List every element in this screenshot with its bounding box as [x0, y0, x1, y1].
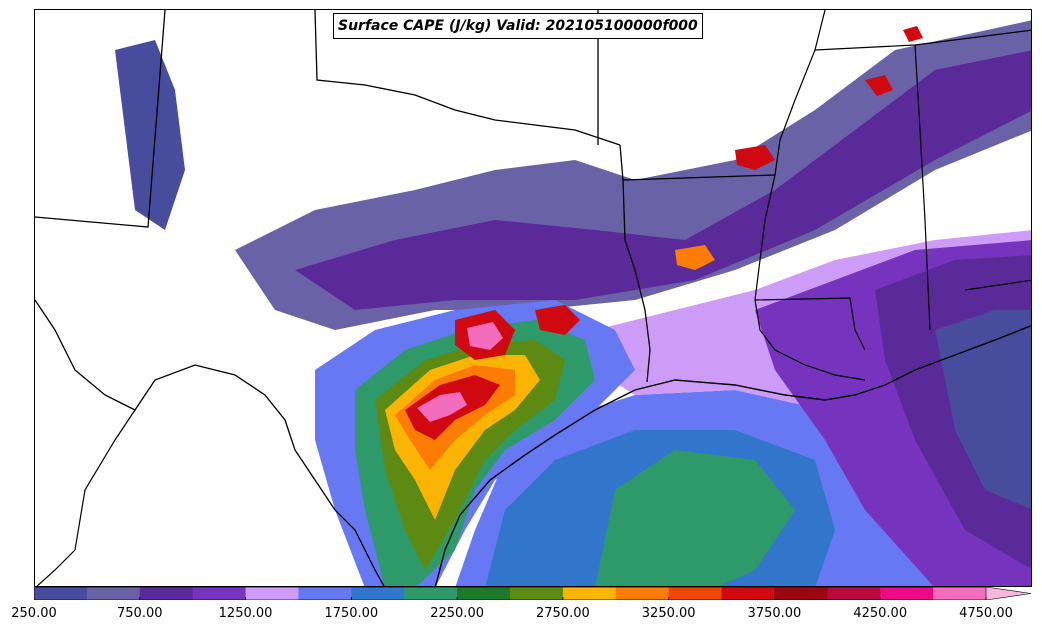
cape-region-tennessee-hotspot — [903, 26, 923, 42]
colorbar-segment — [615, 587, 670, 600]
colorbar-tick-label: 750.00 — [117, 606, 163, 621]
colorbar-tick-label: 250.00 — [11, 606, 57, 621]
colorbar-extend-arrow — [985, 587, 1032, 600]
cape-region-mississippi-hotspot — [735, 145, 775, 170]
louisiana-mississippi-line — [754, 297, 866, 351]
colorbar-segment — [34, 587, 88, 600]
colorbar-tick-label: 1750.00 — [324, 606, 379, 621]
colorbar-tick-label: 4750.00 — [959, 606, 1013, 621]
boundaries-layer — [35, 10, 1031, 586]
texas-oklahoma-border — [314, 10, 621, 146]
colorbar-segment — [510, 587, 564, 600]
colorbar-segment — [192, 587, 247, 600]
cape-region-houston-hotspot — [535, 305, 580, 335]
colorbar-tick-label: 2250.00 — [430, 606, 484, 621]
tennessee-border — [814, 29, 1031, 51]
cape-region-northwest-streak — [115, 40, 185, 230]
colorbar-segment — [668, 587, 723, 600]
alabama-georgia-border — [964, 279, 1031, 291]
mexico-state-line — [36, 409, 136, 586]
colorbar-segment — [351, 587, 405, 600]
colorbar-segment — [457, 587, 511, 600]
colorbar-segment — [562, 587, 617, 600]
gulf-coastline — [434, 325, 1031, 586]
colorbar-segment — [721, 587, 775, 600]
cape-region-austin-pink — [467, 322, 503, 350]
mississippi-river — [754, 10, 866, 381]
colorbar-segment — [933, 587, 987, 600]
colorbar-segment — [245, 587, 299, 600]
colorbar — [34, 587, 1032, 600]
colorbar-tick-label: 3250.00 — [641, 606, 696, 621]
cape-region-east-slate — [935, 310, 1031, 510]
colorbar-segment — [404, 587, 458, 600]
cape-region-north-band-purple — [295, 50, 1031, 310]
cape-region-alabama-hotspot — [865, 75, 893, 96]
colorbar-segment — [827, 587, 881, 600]
colorbar-segment — [86, 587, 141, 600]
colorbar-tick-label: 2750.00 — [535, 606, 590, 621]
colorbar-segment — [880, 587, 934, 600]
colorbar-segment — [298, 587, 352, 600]
cape-region-shreveport-hotspot — [675, 245, 715, 270]
map-title: Surface CAPE (J/kg) Valid: 202105100000f… — [333, 13, 703, 39]
new-mexico-border — [35, 10, 166, 228]
mississippi-alabama-border — [914, 44, 931, 331]
cape-region-texas-pink — [417, 392, 467, 422]
colorbar-tick-label: 1250.00 — [218, 606, 273, 621]
rio-grande-border — [35, 299, 385, 586]
colorbar-tick-label: 4250.00 — [853, 606, 908, 621]
colorbar-segment — [774, 587, 828, 600]
colorbar-tick-label: 3750.00 — [747, 606, 802, 621]
cape-region-gulf-core — [595, 450, 795, 586]
arkansas-louisiana-border — [622, 174, 776, 181]
cape-field-layer — [115, 20, 1031, 586]
cape-map — [34, 9, 1032, 587]
colorbar-segment — [139, 587, 194, 600]
